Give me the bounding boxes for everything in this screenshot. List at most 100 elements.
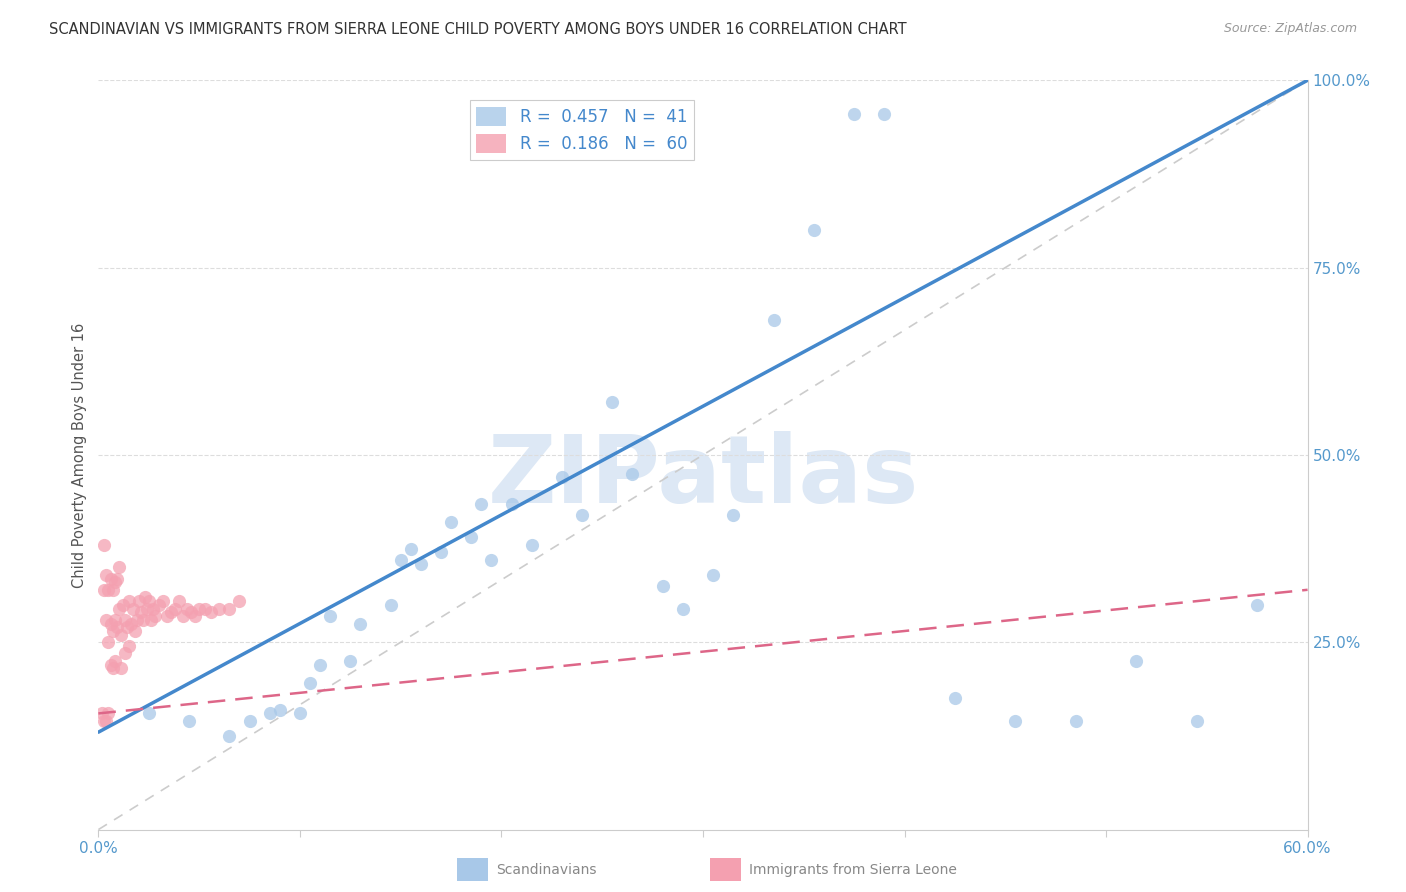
Text: Scandinavians: Scandinavians: [496, 863, 596, 877]
Immigrants from Sierra Leone: [125, 613, 148, 627]
Scandinavians: [259, 706, 281, 721]
Immigrants from Sierra Leone: [107, 601, 129, 615]
Immigrants from Sierra Leone: [135, 601, 157, 615]
Text: SCANDINAVIAN VS IMMIGRANTS FROM SIERRA LEONE CHILD POVERTY AMONG BOYS UNDER 16 C: SCANDINAVIAN VS IMMIGRANTS FROM SIERRA L…: [49, 22, 907, 37]
Scandinavians: [803, 223, 825, 237]
Scandinavians: [672, 601, 695, 615]
Immigrants from Sierra Leone: [110, 628, 132, 642]
Immigrants from Sierra Leone: [114, 647, 136, 661]
Immigrants from Sierra Leone: [107, 560, 129, 574]
Scandinavians: [873, 107, 896, 121]
Scandinavians: [409, 557, 432, 571]
Scandinavians: [440, 516, 463, 530]
Immigrants from Sierra Leone: [180, 605, 202, 619]
Immigrants from Sierra Leone: [139, 613, 162, 627]
Scandinavians: [288, 706, 311, 721]
Immigrants from Sierra Leone: [129, 605, 152, 619]
Scandinavians: [501, 497, 523, 511]
Scandinavians: [339, 654, 361, 668]
Scandinavians: [319, 609, 342, 624]
Immigrants from Sierra Leone: [128, 594, 150, 608]
Scandinavians: [551, 470, 574, 484]
Scandinavians: [651, 579, 673, 593]
Immigrants from Sierra Leone: [160, 605, 183, 619]
Immigrants from Sierra Leone: [103, 613, 125, 627]
Immigrants from Sierra Leone: [115, 620, 138, 634]
Scandinavians: [520, 538, 543, 552]
Scandinavians: [571, 508, 593, 522]
Immigrants from Sierra Leone: [228, 594, 250, 608]
Immigrants from Sierra Leone: [114, 613, 136, 627]
Scandinavians: [1004, 714, 1026, 728]
Immigrants from Sierra Leone: [176, 601, 198, 615]
Scandinavians: [299, 676, 322, 690]
Immigrants from Sierra Leone: [138, 594, 160, 608]
Scandinavians: [138, 706, 160, 721]
Immigrants from Sierra Leone: [103, 575, 125, 590]
Immigrants from Sierra Leone: [156, 609, 179, 624]
Immigrants from Sierra Leone: [184, 609, 207, 624]
Text: Source: ZipAtlas.com: Source: ZipAtlas.com: [1223, 22, 1357, 36]
Immigrants from Sierra Leone: [97, 706, 120, 721]
Y-axis label: Child Poverty Among Boys Under 16: Child Poverty Among Boys Under 16: [72, 322, 87, 588]
Immigrants from Sierra Leone: [93, 582, 115, 597]
Scandinavians: [1185, 714, 1208, 728]
Immigrants from Sierra Leone: [163, 601, 186, 615]
Scandinavians: [1246, 598, 1268, 612]
Immigrants from Sierra Leone: [101, 582, 124, 597]
Immigrants from Sierra Leone: [134, 591, 156, 605]
Scandinavians: [481, 553, 503, 567]
Scandinavians: [430, 545, 453, 559]
Legend: R =  0.457   N =  41, R =  0.186   N =  60: R = 0.457 N = 41, R = 0.186 N = 60: [470, 100, 693, 160]
Scandinavians: [239, 714, 262, 728]
Scandinavians: [389, 553, 412, 567]
Immigrants from Sierra Leone: [194, 601, 217, 615]
Immigrants from Sierra Leone: [120, 616, 142, 631]
Scandinavians: [602, 395, 624, 409]
Scandinavians: [1125, 654, 1147, 668]
Scandinavians: [269, 703, 291, 717]
Scandinavians: [621, 467, 644, 481]
Immigrants from Sierra Leone: [208, 601, 231, 615]
Immigrants from Sierra Leone: [101, 661, 124, 675]
Scandinavians: [702, 567, 724, 582]
Immigrants from Sierra Leone: [96, 613, 118, 627]
Immigrants from Sierra Leone: [93, 714, 115, 728]
Immigrants from Sierra Leone: [97, 582, 120, 597]
Immigrants from Sierra Leone: [118, 594, 141, 608]
Immigrants from Sierra Leone: [172, 609, 194, 624]
Immigrants from Sierra Leone: [96, 567, 118, 582]
Immigrants from Sierra Leone: [118, 639, 141, 653]
Immigrants from Sierra Leone: [100, 657, 122, 672]
Immigrants from Sierra Leone: [111, 598, 134, 612]
Immigrants from Sierra Leone: [105, 572, 128, 586]
Scandinavians: [218, 729, 240, 743]
Immigrants from Sierra Leone: [91, 706, 114, 721]
Scandinavians: [1064, 714, 1087, 728]
Immigrants from Sierra Leone: [218, 601, 240, 615]
Immigrants from Sierra Leone: [188, 601, 211, 615]
Immigrants from Sierra Leone: [121, 601, 143, 615]
Text: Immigrants from Sierra Leone: Immigrants from Sierra Leone: [749, 863, 957, 877]
Immigrants from Sierra Leone: [110, 661, 132, 675]
Scandinavians: [309, 657, 332, 672]
Immigrants from Sierra Leone: [148, 598, 170, 612]
Immigrants from Sierra Leone: [100, 616, 122, 631]
Immigrants from Sierra Leone: [103, 654, 125, 668]
Immigrants from Sierra Leone: [97, 635, 120, 649]
Immigrants from Sierra Leone: [96, 714, 118, 728]
Scandinavians: [380, 598, 402, 612]
Immigrants from Sierra Leone: [152, 594, 174, 608]
Immigrants from Sierra Leone: [132, 613, 155, 627]
Immigrants from Sierra Leone: [100, 572, 122, 586]
Immigrants from Sierra Leone: [105, 620, 128, 634]
Immigrants from Sierra Leone: [93, 538, 115, 552]
Text: ZIPatlas: ZIPatlas: [488, 432, 918, 524]
Scandinavians: [460, 530, 482, 544]
Immigrants from Sierra Leone: [143, 609, 166, 624]
Scandinavians: [470, 497, 492, 511]
Immigrants from Sierra Leone: [124, 624, 146, 638]
Immigrants from Sierra Leone: [167, 594, 190, 608]
Immigrants from Sierra Leone: [142, 601, 165, 615]
Scandinavians: [399, 541, 422, 556]
